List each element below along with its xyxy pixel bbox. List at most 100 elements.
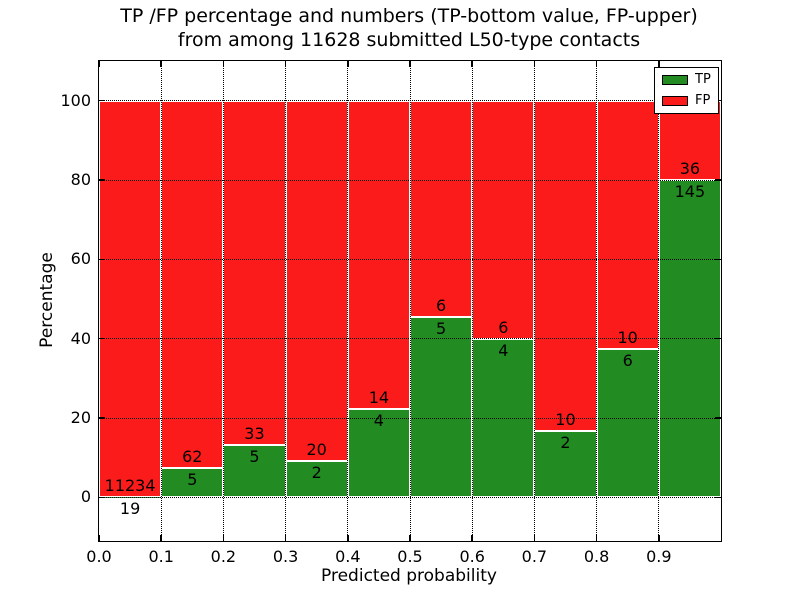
legend-label-tp: TP: [695, 72, 711, 87]
y-tick-label-40: 40: [70, 328, 91, 348]
fp-count-label-2: 33: [244, 424, 265, 444]
xtick-top-0.1: [160, 61, 162, 67]
xtick-bottom-0.1: [160, 535, 162, 541]
tp-count-label-4: 4: [373, 411, 384, 431]
chart-title-line2: from among 11628 submitted L50-type cont…: [177, 29, 641, 51]
bar-tp-4: [347, 409, 410, 498]
tp-count-label-2: 5: [249, 447, 260, 467]
xtick-top-0.5: [409, 61, 411, 67]
tp-count-label-1: 5: [187, 469, 198, 489]
tp-count-label-0: 19: [119, 498, 141, 518]
bar-tp-2: [223, 445, 286, 498]
gridline-x-0.3: [285, 61, 287, 541]
x-tick-label-0.8: 0.8: [583, 547, 610, 566]
gridline-x-0.1: [160, 61, 162, 541]
fp-count-label-5: 6: [436, 296, 447, 316]
x-tick-label-0.9: 0.9: [646, 547, 672, 566]
x-tick-label-0.4: 0.4: [335, 547, 361, 566]
xtick-bottom-0.7: [533, 535, 536, 541]
fp-count-label-8: 10: [617, 327, 638, 347]
ytick-left-60: [99, 258, 105, 261]
x-axis-label: Predicted probability: [321, 566, 497, 586]
tp-count-label-8: 6: [622, 350, 633, 370]
legend-swatch-fp-icon: [662, 96, 688, 106]
x-tick-label-0.3: 0.3: [272, 547, 299, 566]
xtick-bottom-0.5: [409, 535, 411, 541]
legend-swatch-tp-icon: [662, 75, 688, 85]
fp-count-label-6: 6: [498, 317, 509, 337]
bar-fp-7: [534, 100, 597, 432]
legend-entry-tp: TP: [662, 73, 711, 87]
y-tick-label-0: 0: [80, 487, 91, 507]
chart-title: TP /FP percentage and numbers (TP-bottom…: [98, 4, 720, 52]
xtick-top-0.9: [658, 61, 660, 67]
fp-count-label-4: 14: [368, 388, 390, 408]
plot-area: TP FP 11234 19 62 5 33 5 20 2 14 4 6 5 6 4 10 2 10 6 36 145…: [60, 60, 722, 566]
gridline-x-0.8: [596, 61, 598, 541]
xtick-bottom-0.8: [595, 535, 598, 541]
tp-count-label-6: 4: [498, 340, 509, 360]
xtick-bottom-0.2: [222, 535, 225, 541]
bar-fp-3: [285, 100, 348, 462]
x-tick-label-0.0: 0.0: [86, 547, 112, 566]
bar-fp-5: [410, 100, 473, 318]
bar-tp-5: [410, 317, 473, 498]
tp-count-label-9: 145: [674, 181, 706, 201]
xtick-bottom-0.9: [658, 535, 660, 541]
bar-tp-7: [534, 431, 597, 498]
legend-entry-fp: FP: [662, 94, 711, 108]
bar-fp-0: [99, 100, 162, 497]
ytick-right-60: [715, 258, 721, 261]
tp-count-label-7: 2: [560, 433, 571, 453]
y-tick-label-80: 80: [70, 170, 91, 189]
tp-count-label-5: 5: [436, 319, 447, 339]
y-tick-label-20: 20: [70, 408, 91, 428]
xtick-top-0.2: [222, 61, 225, 67]
tp-count-label-3: 2: [311, 463, 322, 483]
bar-fp-2: [223, 100, 286, 446]
bar-fp-8: [596, 100, 659, 349]
ytick-left-40: [99, 337, 105, 340]
fp-count-label-9: 36: [679, 158, 701, 178]
bar-tp-1: [161, 467, 224, 498]
ytick-left-80: [99, 179, 105, 181]
xtick-bottom-0.3: [284, 535, 287, 541]
fp-count-label-7: 10: [555, 410, 576, 430]
chart-title-line1: TP /FP percentage and numbers (TP-bottom…: [120, 5, 698, 27]
xtick-top-0.6: [471, 61, 473, 67]
ytick-left-100: [99, 99, 105, 102]
xtick-bottom-0.6: [471, 535, 473, 541]
ytick-right-40: [715, 337, 721, 340]
gridline-x-0.7: [533, 61, 535, 541]
x-tick-label-0.1: 0.1: [148, 547, 174, 566]
xtick-top-0.7: [533, 61, 536, 67]
x-tick-label-0.6: 0.6: [459, 547, 485, 566]
xtick-top-0.0: [98, 61, 100, 67]
xtick-bottom-0.0: [98, 535, 100, 541]
x-tick-label-0.2: 0.2: [210, 547, 237, 566]
y-tick-label-100: 100: [60, 90, 91, 110]
x-tick-label-0.7: 0.7: [521, 547, 548, 566]
bar-fp-1: [161, 100, 224, 468]
x-tick-label-0.5: 0.5: [397, 547, 423, 566]
bar-fp-6: [472, 100, 535, 339]
legend-label-fp: FP: [695, 93, 711, 108]
bar-tp-3: [285, 461, 348, 498]
ytick-left-20: [99, 417, 105, 419]
y-tick-label-60: 60: [70, 249, 91, 269]
fp-count-label-3: 20: [306, 440, 327, 460]
bar-tp-8: [596, 348, 659, 498]
ytick-right-80: [715, 179, 721, 181]
legend: TP FP: [654, 67, 719, 114]
xtick-bottom-0.4: [347, 535, 349, 541]
ytick-left-0: [99, 496, 105, 499]
xtick-top-0.8: [595, 61, 598, 67]
gridline-x-0.9: [658, 61, 660, 541]
ytick-right-20: [715, 417, 721, 419]
xtick-top-0.3: [284, 61, 287, 67]
gridline-x-0.5: [409, 61, 411, 541]
fp-count-label-0: 11234: [104, 475, 156, 495]
xtick-top-0.4: [347, 61, 349, 67]
bar-fp-4: [347, 100, 410, 410]
gridline-x-0.2: [222, 61, 224, 541]
